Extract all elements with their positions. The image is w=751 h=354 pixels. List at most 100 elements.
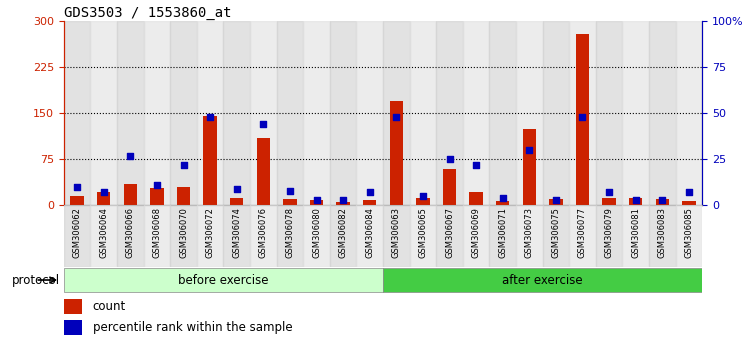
Point	[391, 114, 403, 120]
Point	[683, 190, 695, 195]
Text: GSM306085: GSM306085	[684, 207, 693, 258]
Bar	[543, 205, 569, 267]
Point	[577, 114, 589, 120]
Bar	[64, 205, 90, 267]
Bar	[230, 198, 243, 205]
Text: percentile rank within the sample: percentile rank within the sample	[92, 321, 292, 334]
Point	[71, 184, 83, 190]
Bar	[363, 200, 376, 205]
Point	[177, 162, 189, 168]
Text: GDS3503 / 1553860_at: GDS3503 / 1553860_at	[64, 6, 231, 20]
Point	[151, 182, 163, 188]
Bar	[71, 196, 84, 205]
Bar	[143, 205, 170, 267]
Bar	[549, 199, 562, 205]
Bar	[336, 202, 350, 205]
Bar	[596, 205, 623, 267]
Bar	[436, 205, 463, 267]
Bar	[90, 21, 117, 205]
Text: GSM306075: GSM306075	[551, 207, 560, 258]
Text: GSM306076: GSM306076	[259, 207, 268, 258]
Bar	[150, 188, 164, 205]
Text: GSM306073: GSM306073	[525, 207, 534, 258]
Bar	[436, 21, 463, 205]
Text: count: count	[92, 300, 126, 313]
Point	[656, 197, 668, 202]
Point	[204, 114, 216, 120]
Bar	[383, 21, 409, 205]
Point	[310, 197, 322, 202]
Bar	[330, 21, 357, 205]
FancyBboxPatch shape	[64, 268, 383, 292]
Bar	[463, 205, 490, 267]
Bar	[197, 21, 224, 205]
Bar	[516, 205, 543, 267]
Text: GSM306072: GSM306072	[206, 207, 215, 258]
Bar	[276, 21, 303, 205]
Bar	[170, 21, 197, 205]
Text: GSM306071: GSM306071	[498, 207, 507, 258]
Point	[417, 193, 429, 199]
Text: protocol: protocol	[12, 274, 60, 286]
Bar	[224, 205, 250, 267]
Bar	[596, 21, 623, 205]
Bar	[357, 21, 383, 205]
FancyBboxPatch shape	[383, 268, 702, 292]
Bar	[124, 184, 137, 205]
Point	[444, 156, 456, 162]
Text: GSM306065: GSM306065	[418, 207, 427, 258]
Point	[470, 162, 482, 168]
Bar	[224, 21, 250, 205]
Bar	[170, 205, 197, 267]
Bar	[117, 21, 143, 205]
Text: GSM306062: GSM306062	[73, 207, 82, 258]
Bar	[276, 205, 303, 267]
Text: GSM306069: GSM306069	[472, 207, 481, 258]
Bar	[283, 199, 297, 205]
Bar	[676, 21, 702, 205]
Bar	[330, 205, 357, 267]
Bar	[463, 21, 490, 205]
Point	[550, 197, 562, 202]
Bar	[649, 205, 676, 267]
Bar	[569, 21, 596, 205]
Point	[98, 190, 110, 195]
Bar	[649, 21, 676, 205]
Text: GSM306077: GSM306077	[578, 207, 587, 258]
Text: GSM306070: GSM306070	[179, 207, 188, 258]
Bar	[250, 21, 276, 205]
Bar	[490, 205, 516, 267]
Bar	[143, 21, 170, 205]
Bar	[576, 34, 589, 205]
Bar	[623, 21, 649, 205]
Point	[231, 186, 243, 192]
Text: GSM306078: GSM306078	[285, 207, 294, 258]
Bar	[390, 101, 403, 205]
Bar	[64, 299, 82, 314]
Point	[363, 190, 376, 195]
Bar	[443, 169, 456, 205]
Bar	[629, 198, 642, 205]
Bar	[516, 21, 543, 205]
Point	[629, 197, 641, 202]
Text: GSM306080: GSM306080	[312, 207, 321, 258]
Bar	[204, 116, 217, 205]
Bar	[523, 129, 536, 205]
Bar	[569, 205, 596, 267]
Bar	[409, 21, 436, 205]
Text: before exercise: before exercise	[178, 274, 269, 286]
Text: GSM306068: GSM306068	[152, 207, 161, 258]
Bar	[383, 205, 409, 267]
Bar	[469, 192, 483, 205]
Text: GSM306079: GSM306079	[605, 207, 614, 258]
Bar	[64, 320, 82, 335]
Bar	[310, 200, 323, 205]
Bar	[64, 21, 90, 205]
Bar	[602, 198, 616, 205]
Text: GSM306081: GSM306081	[631, 207, 640, 258]
Text: GSM306063: GSM306063	[392, 207, 401, 258]
Text: GSM306074: GSM306074	[232, 207, 241, 258]
Bar	[543, 21, 569, 205]
Point	[523, 147, 535, 153]
Bar	[303, 21, 330, 205]
